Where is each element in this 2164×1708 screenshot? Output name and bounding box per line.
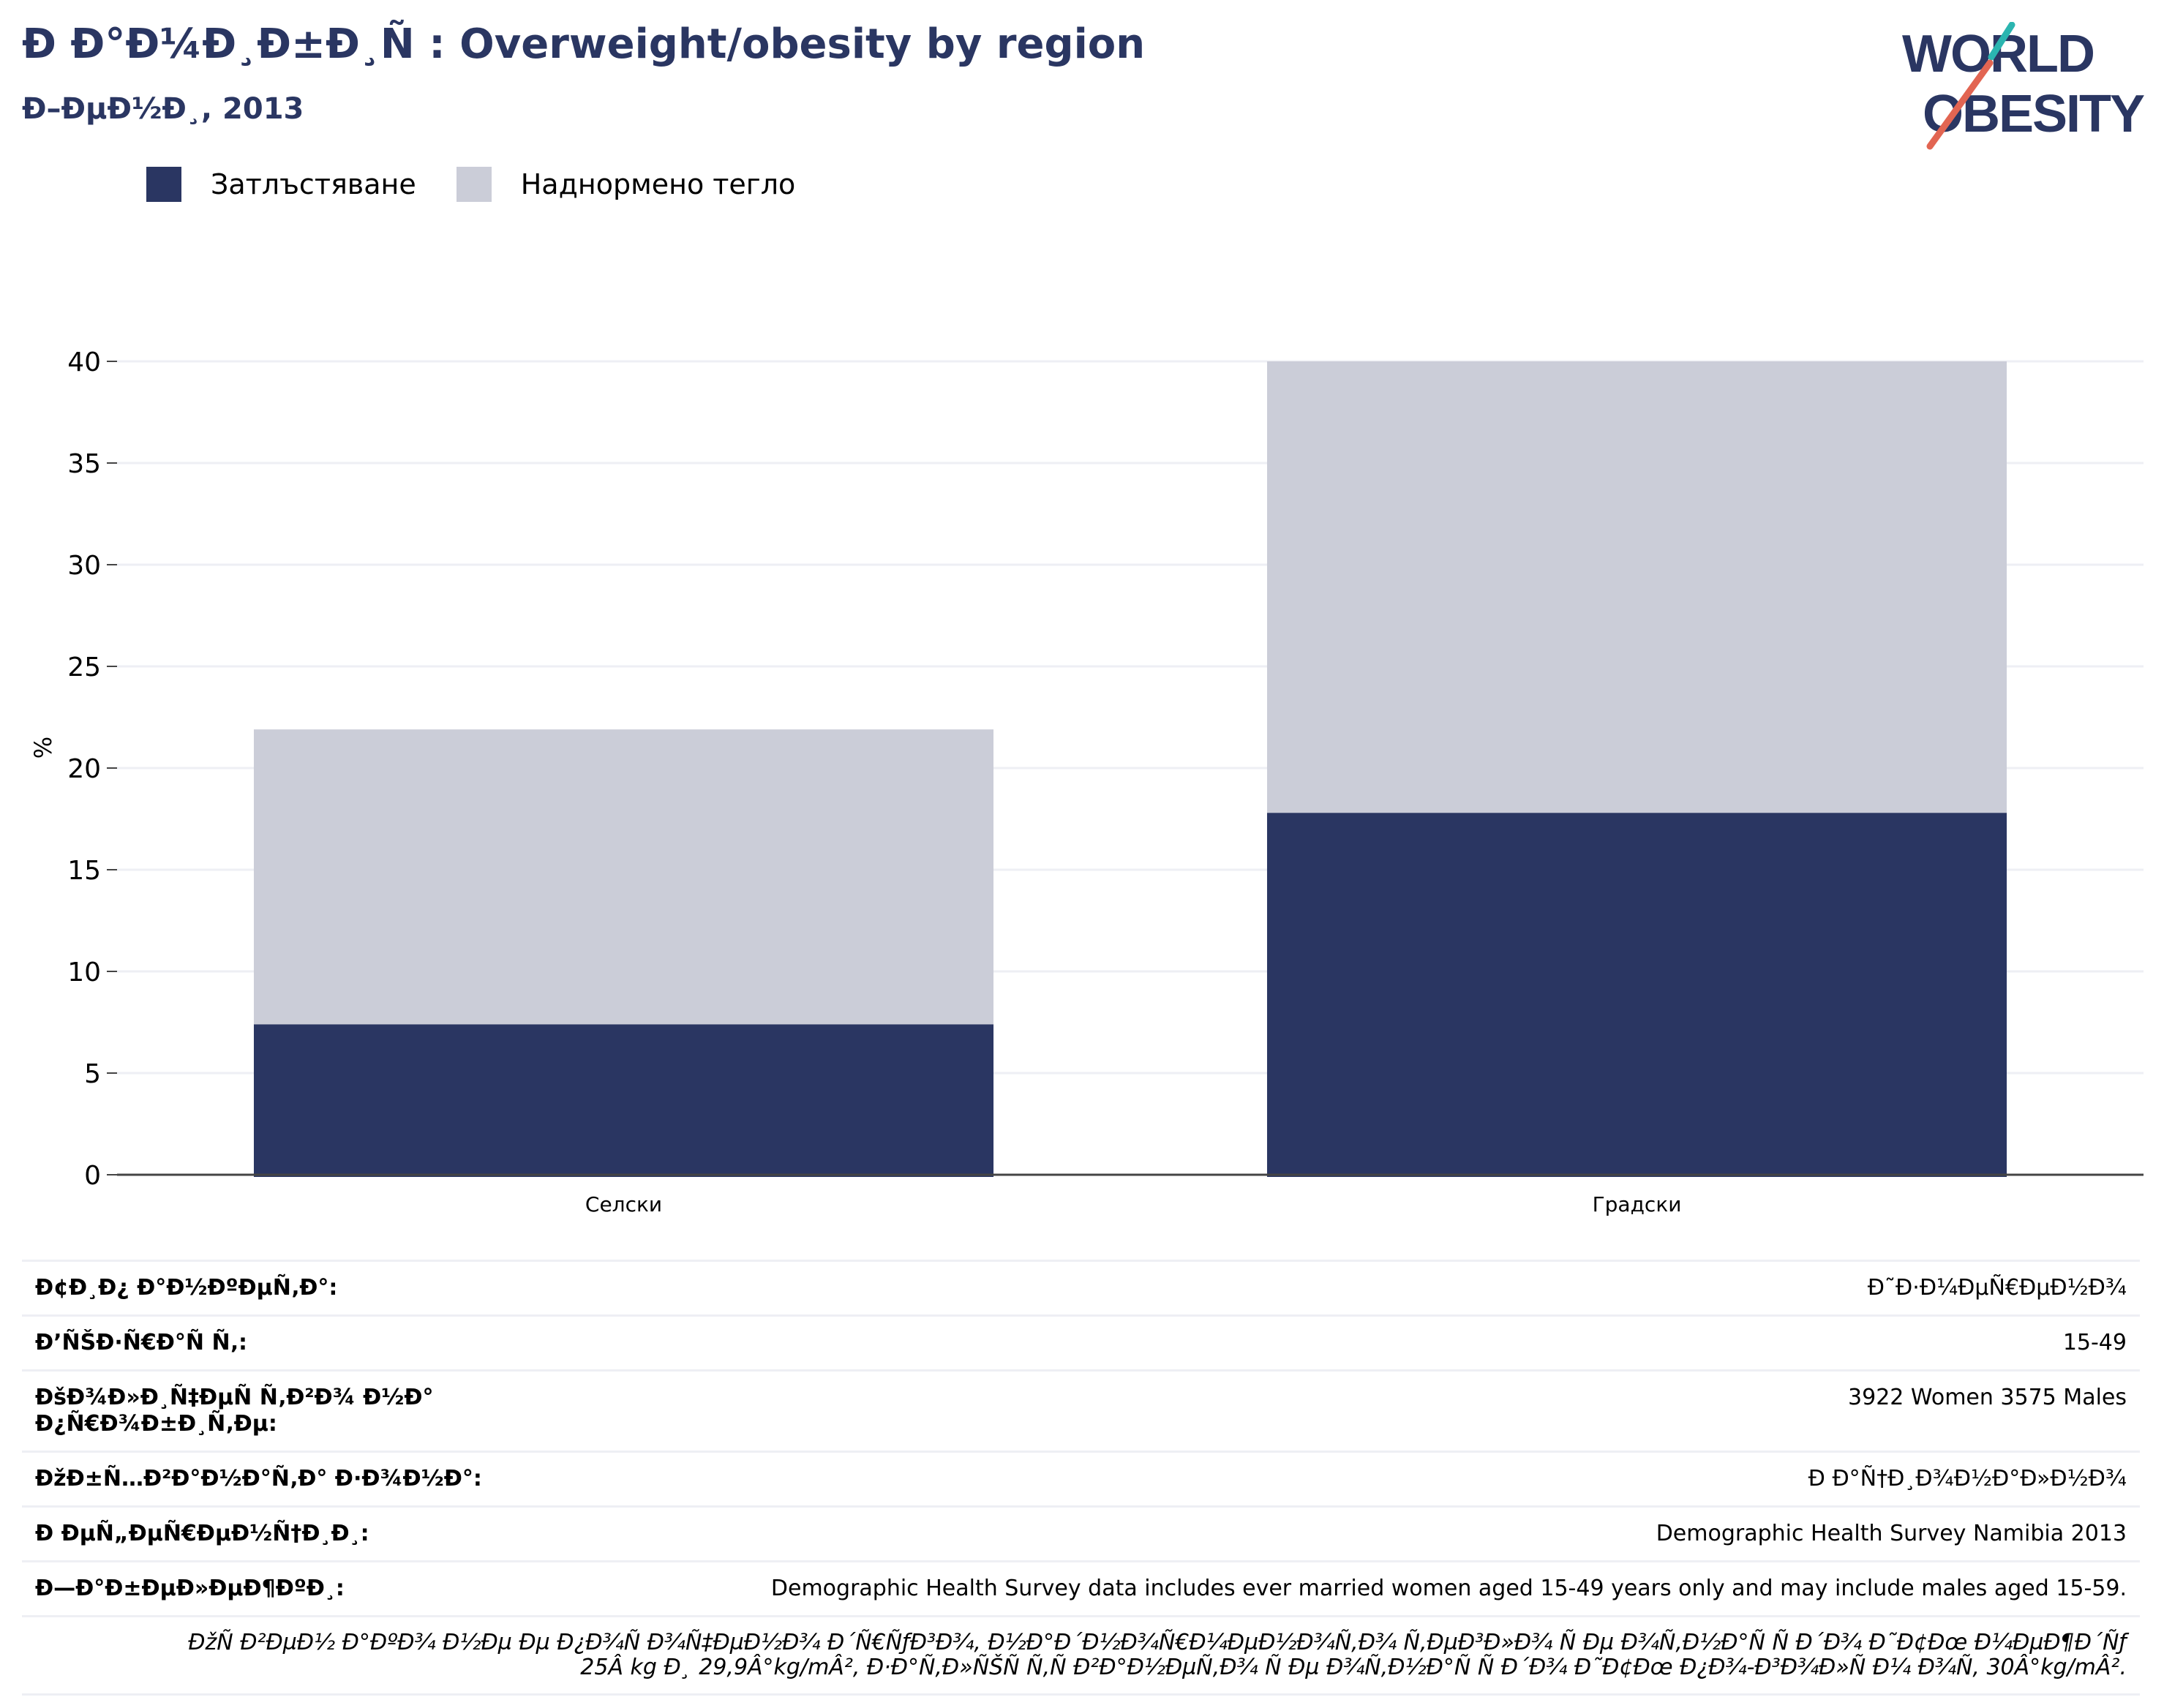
info-row: Ð¢Ð¸Ð¿ Ð°Ð½ÐºÐµÑ‚Ð°: Ð˜Ð·Ð¼ÐµÑ€ÐµÐ½Ð¾ <box>22 1260 2140 1314</box>
info-value: Demographic Health Survey Namibia 2013 <box>1656 1521 2127 1546</box>
bar-overweight <box>1266 361 2007 813</box>
info-row: Ð—Ð°Ð±ÐµÐ»ÐµÐ¶ÐºÐ¸: Demographic Health S… <box>22 1560 2140 1615</box>
bar-chart: 0 5 10 15 20 25 30 35 40 Селски Градски % <box>29 347 2144 1216</box>
legend: Затлъстяване Наднормено тегло <box>146 167 835 202</box>
info-key: Ð¢Ð¸Ð¿ Ð°Ð½ÐºÐµÑ‚Ð°: <box>35 1275 338 1301</box>
y-tick-label: 5 <box>84 1059 101 1089</box>
bar-obesity <box>1266 813 2007 1177</box>
bar-overweight <box>253 729 994 1025</box>
info-key: Ð—Ð°Ð±ÐµÐ»ÐµÐ¶ÐºÐ¸: <box>35 1576 345 1601</box>
legend-item-overweight: Наднормено тегло <box>456 167 796 202</box>
info-value: Ð˜Ð·Ð¼ÐµÑ€ÐµÐ½Ð¾ <box>1867 1275 2127 1301</box>
y-tick-label: 20 <box>67 754 101 784</box>
chart-subtitle: Ð–ÐµÐ½Ð¸, 2013 <box>22 92 304 126</box>
world-obesity-logo: WORLD OBESITY <box>1902 22 2146 150</box>
y-tick-label: 35 <box>67 449 101 479</box>
x-tick-label: Градски <box>1593 1192 1682 1216</box>
info-value: 15-49 <box>2062 1330 2127 1355</box>
info-table: Ð¢Ð¸Ð¿ Ð°Ð½ÐºÐµÑ‚Ð°: Ð˜Ð·Ð¼ÐµÑ€ÐµÐ½Ð¾ Ð’… <box>22 1260 2140 1696</box>
legend-item-obesity: Затлъстяване <box>146 167 416 202</box>
y-tick-label: 0 <box>84 1161 101 1191</box>
definition-note-line: 25Â kg Ð¸ 29,9Â°kg/mÂ², Ð·Ð°Ñ‚Ð»ÑŠÑ Ñ‚Ñ … <box>580 1655 2127 1680</box>
chart-title: Ð Ð°Ð¼Ð¸Ð±Ð¸Ñ : Overweight/obesity by re… <box>22 20 1146 68</box>
info-key: ÐžÐ±Ñ…Ð²Ð°Ð½Ð°Ñ‚Ð° Ð·Ð¾Ð½Ð°: <box>35 1466 482 1491</box>
logo-word-world: WORLD <box>1902 25 2094 83</box>
legend-swatch-obesity <box>146 167 181 202</box>
definition-note: ÐžÑ Ð²ÐµÐ½ Ð°ÐºÐ¾ Ð½Ðµ Ðµ Ð¿Ð¾Ñ Ð¾Ñ‡ÐµÐ½… <box>22 1615 2140 1696</box>
logo-slash-red <box>1926 59 1994 150</box>
y-tick-label: 25 <box>67 652 101 682</box>
info-row: Ð ÐµÑ„ÐµÑ€ÐµÐ½Ñ†Ð¸Ð¸: Demographic Health… <box>22 1505 2140 1560</box>
info-key: Ð’ÑŠÐ·Ñ€Ð°Ñ Ñ‚: <box>35 1330 247 1355</box>
info-row: Ð’ÑŠÐ·Ñ€Ð°Ñ Ñ‚: 15-49 <box>22 1314 2140 1369</box>
info-key: Ð ÐµÑ„ÐµÑ€ÐµÐ½Ñ†Ð¸Ð¸: <box>35 1521 369 1546</box>
y-tick-label: 30 <box>67 551 101 581</box>
y-tick-label: 15 <box>67 856 101 886</box>
legend-swatch-overweight <box>456 167 492 202</box>
y-axis-label: % <box>29 737 57 759</box>
info-key: ÐšÐ¾Ð»Ð¸Ñ‡ÐµÑ Ñ‚Ð²Ð¾ Ð½Ð° Ð¿Ñ€Ð¾Ð±Ð¸Ñ‚Ðµ… <box>35 1385 434 1437</box>
y-tick-label: 10 <box>67 958 101 987</box>
info-value: 3922 Women 3575 Males <box>1848 1385 2127 1410</box>
info-value: Ð Ð°Ñ†Ð¸Ð¾Ð½Ð°Ð»Ð½Ð¾ <box>1808 1466 2127 1491</box>
info-value: Demographic Health Survey data includes … <box>770 1576 2127 1601</box>
bar-obesity <box>253 1024 994 1177</box>
definition-note-line: ÐžÑ Ð²ÐµÐ½ Ð°ÐºÐ¾ Ð½Ðµ Ðµ Ð¿Ð¾Ñ Ð¾Ñ‡ÐµÐ½… <box>188 1630 2127 1655</box>
logo-slash-teal <box>1988 22 2015 61</box>
logo-word-obesity: OBESITY <box>1923 85 2144 143</box>
info-row: ÐžÐ±Ñ…Ð²Ð°Ð½Ð°Ñ‚Ð° Ð·Ð¾Ð½Ð°: Ð Ð°Ñ†Ð¸Ð¾Ð… <box>22 1451 2140 1505</box>
y-tick-label: 40 <box>67 347 101 377</box>
x-tick-label: Селски <box>585 1192 662 1216</box>
legend-label-overweight: Наднормено тегло <box>520 168 796 200</box>
info-row: ÐšÐ¾Ð»Ð¸Ñ‡ÐµÑ Ñ‚Ð²Ð¾ Ð½Ð° Ð¿Ñ€Ð¾Ð±Ð¸Ñ‚Ðµ… <box>22 1369 2140 1451</box>
legend-label-obesity: Затлъстяване <box>211 168 416 200</box>
